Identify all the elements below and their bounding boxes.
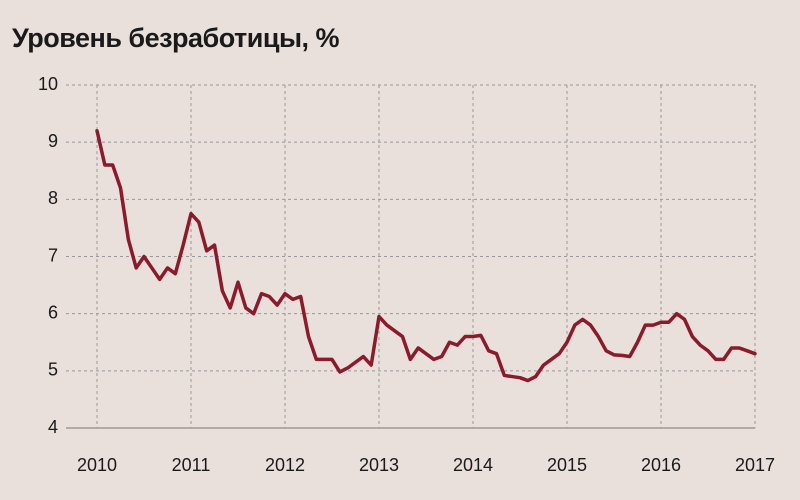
y-tick-label: 6 <box>48 302 58 322</box>
x-tick-label: 2017 <box>735 455 775 475</box>
x-tick-label: 2011 <box>172 455 211 475</box>
x-tick-label: 2016 <box>641 455 681 475</box>
y-tick-label: 8 <box>48 188 58 208</box>
y-tick-label: 5 <box>48 360 58 380</box>
x-tick-label: 2012 <box>265 455 305 475</box>
y-tick-label: 7 <box>48 245 58 265</box>
x-tick-label: 2013 <box>359 455 399 475</box>
y-tick-label: 4 <box>48 417 58 437</box>
y-tick-label: 10 <box>38 74 58 94</box>
x-tick-label: 2015 <box>547 455 587 475</box>
y-tick-label: 9 <box>48 131 58 151</box>
chart-title: Уровень безработицы, % <box>12 23 340 53</box>
x-tick-label: 2010 <box>77 455 117 475</box>
x-tick-label: 2014 <box>453 455 493 475</box>
line <box>95 128 757 383</box>
